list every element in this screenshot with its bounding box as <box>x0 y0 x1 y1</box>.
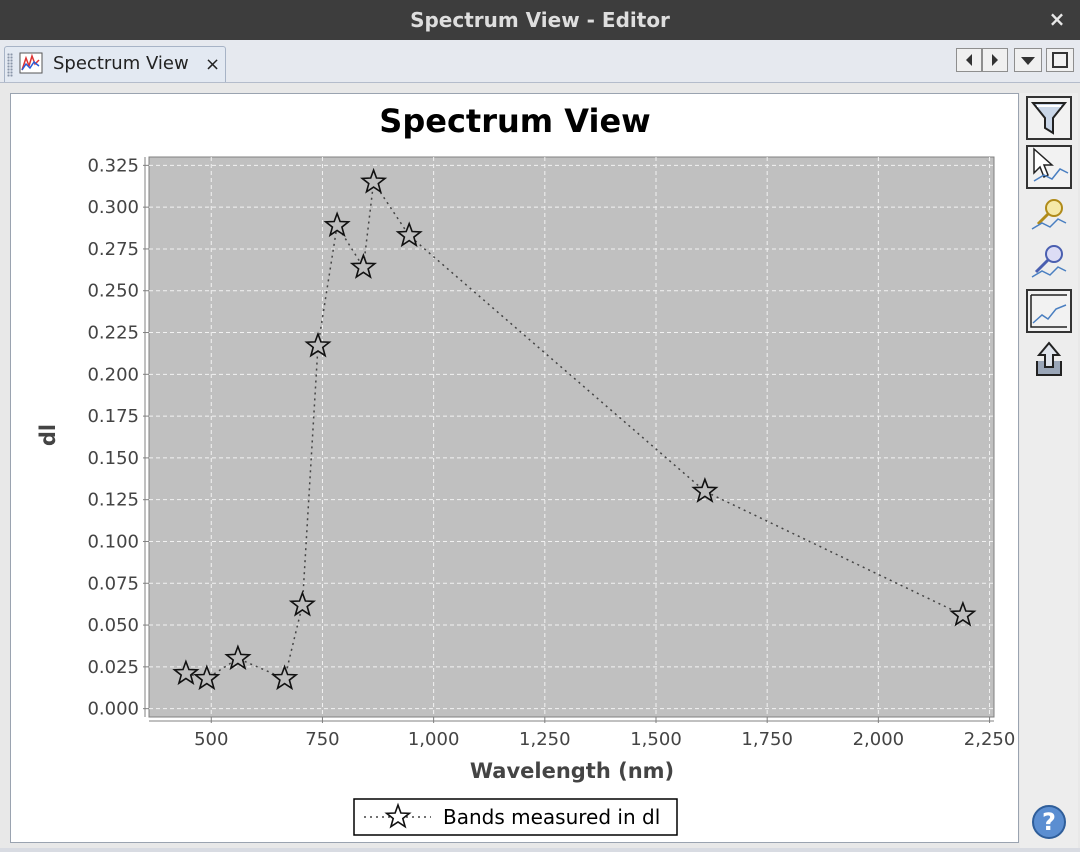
series-line <box>185 179 964 680</box>
y-tick-label: 0.025 <box>87 657 139 678</box>
chart-view-button[interactable] <box>1026 289 1072 333</box>
x-tick-label: 1,500 <box>630 729 682 750</box>
x-tick-label: 1,000 <box>408 729 460 750</box>
data-point-star <box>288 590 317 617</box>
tab-label: Spectrum View <box>53 53 189 74</box>
data-point-star <box>172 659 200 686</box>
status-strip <box>0 848 1080 852</box>
tab-strip: Spectrum View × <box>0 40 1080 83</box>
y-tick-label: 0.075 <box>87 573 139 594</box>
legend: Bands measured in dl <box>353 798 678 836</box>
tab-spectrum-view[interactable]: Spectrum View × <box>4 46 226 82</box>
zoom-out-button[interactable] <box>1026 239 1072 283</box>
zoom-out-icon <box>1031 245 1067 278</box>
spectrum-chart-icon <box>19 52 45 76</box>
spectrum-chart: Spectrum View 0.0000.0250.0500.0750.1000… <box>36 102 1015 836</box>
data-point-star <box>360 167 388 194</box>
chart-line-icon <box>1030 294 1067 328</box>
tab-scroll-right-button[interactable] <box>982 48 1008 72</box>
maximize-button[interactable] <box>1046 48 1074 72</box>
data-point-star <box>224 644 252 671</box>
y-tick-label: 0.275 <box>87 239 139 260</box>
x-tick-label: 2,250 <box>964 729 1016 750</box>
chevron-left-icon <box>966 54 972 66</box>
export-button[interactable] <box>1026 337 1072 381</box>
y-tick-label: 0.125 <box>87 490 139 511</box>
y-tick-label: 0.225 <box>87 323 139 344</box>
y-tick-label: 0.325 <box>87 155 139 176</box>
data-point-star <box>323 211 351 238</box>
tab-scroll-left-button[interactable] <box>956 48 982 72</box>
maximize-icon <box>1052 52 1068 68</box>
series-layer <box>172 167 977 691</box>
x-tick-label: 1,750 <box>741 729 793 750</box>
y-tick-label: 0.050 <box>87 615 139 636</box>
filter-icon <box>1030 102 1068 135</box>
y-tick-label: 0.150 <box>87 448 139 469</box>
grid-lines <box>149 157 994 717</box>
chevron-right-icon <box>992 54 998 66</box>
export-icon <box>1036 341 1062 376</box>
data-point-star <box>691 476 719 503</box>
data-point-star <box>349 252 378 279</box>
data-point-star <box>949 600 977 627</box>
legend-star-icon <box>384 802 412 829</box>
x-tick-label: 500 <box>194 729 228 750</box>
y-tick-label: 0.300 <box>87 197 139 218</box>
chevron-down-icon <box>1021 57 1035 65</box>
select-mode-button[interactable] <box>1026 145 1072 189</box>
x-tick-label: 2,000 <box>853 729 905 750</box>
chart-toolbar: ? <box>1020 93 1078 848</box>
data-point-star <box>193 664 221 691</box>
plot-area <box>148 156 995 718</box>
y-tick-label: 0.000 <box>87 699 139 720</box>
window-close-button[interactable]: × <box>1048 7 1066 31</box>
filter-button[interactable] <box>1026 96 1072 140</box>
y-tick-label: 0.200 <box>87 364 139 385</box>
y-tick-label: 0.175 <box>87 406 139 427</box>
axes: 0.000 0.025 0.050 0.075 0.100 0.125 0.150 0.175… <box>87 155 1015 750</box>
help-button[interactable]: ? <box>1032 805 1066 839</box>
y-tick-label: 0.100 <box>87 531 139 552</box>
cursor-select-icon <box>1033 147 1069 182</box>
tab-list-dropdown-button[interactable] <box>1014 48 1042 72</box>
tab-grip <box>7 53 13 77</box>
y-tick-label: 0.250 <box>87 281 139 302</box>
zoom-in-button[interactable] <box>1026 193 1072 237</box>
chart-panel: Spectrum View 0.000 0.025 0.050 0.075 0.100 0… <box>10 93 1019 843</box>
data-point-star <box>270 664 299 691</box>
data-point-star <box>395 221 423 248</box>
legend-label: Bands measured in dl <box>443 805 660 829</box>
x-tick-label: 1,250 <box>519 729 571 750</box>
x-axis-label: Wavelength (nm) <box>470 759 674 783</box>
x-tick-label: 750 <box>305 729 339 750</box>
y-axis-label: dl <box>36 424 60 446</box>
window-titlebar: Spectrum View - Editor × <box>0 0 1080 40</box>
tab-close-button[interactable]: × <box>205 54 221 75</box>
data-point-star <box>304 331 332 358</box>
chart-title: Spectrum View <box>379 102 650 140</box>
zoom-in-icon <box>1031 199 1067 230</box>
window-title: Spectrum View - Editor <box>410 8 670 32</box>
